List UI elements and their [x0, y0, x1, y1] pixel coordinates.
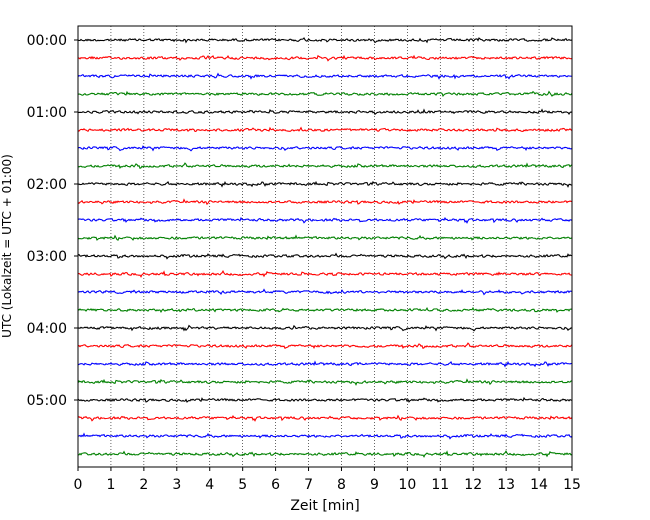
trace-line	[77, 37, 573, 44]
y-tick-label: 02:00	[27, 177, 67, 193]
trace-line	[77, 269, 573, 278]
trace-line	[77, 414, 573, 422]
x-tick-label: 0	[74, 477, 83, 493]
trace-line	[77, 145, 573, 152]
trace-line	[77, 216, 573, 224]
trace-line	[77, 252, 573, 260]
x-tick-label: 3	[172, 477, 181, 493]
x-tick-label: 15	[563, 477, 581, 493]
trace-line	[77, 360, 573, 368]
trace-line	[77, 180, 573, 188]
x-tick-label: 1	[106, 477, 115, 493]
x-tick-label: 2	[139, 477, 148, 493]
x-tick-label: 11	[431, 477, 449, 493]
y-tick-label: 04:00	[27, 321, 67, 337]
y-tick-label: 05:00	[27, 393, 67, 409]
trace-line	[77, 324, 573, 332]
trace-line	[77, 306, 573, 314]
trace-line	[77, 162, 573, 170]
x-tick-label: 9	[370, 477, 379, 493]
trace-line	[77, 72, 573, 80]
x-tick-label: 12	[464, 477, 482, 493]
trace-line	[77, 54, 573, 62]
trace-line	[77, 288, 573, 296]
y-axis-ticks: 00:00 01:00 02:00 03:00 04:00 05:00	[27, 33, 78, 409]
x-axis-label: Zeit [min]	[290, 498, 359, 514]
x-tick-label: 13	[497, 477, 515, 493]
trace-line	[77, 378, 573, 386]
x-tick-label: 6	[271, 477, 280, 493]
trace-line	[77, 126, 573, 133]
y-axis-label: UTC (Lokalzeit = UTC + 01:00)	[0, 154, 14, 338]
x-tick-label: 14	[530, 477, 548, 493]
x-tick-label: 10	[398, 477, 416, 493]
x-axis-ticks: 0 1 2 3 4 5 6 7 8 9 10 11 12 13 14 15	[74, 467, 581, 493]
trace-line	[77, 342, 573, 350]
trace-line	[77, 396, 573, 403]
seismogram-traces	[77, 37, 573, 458]
trace-line	[77, 234, 573, 241]
trace-line	[77, 449, 573, 458]
x-tick-label: 7	[304, 477, 313, 493]
plot-background	[78, 26, 572, 467]
x-tick-label: 5	[238, 477, 247, 493]
trace-line	[77, 90, 573, 98]
x-tick-label: 8	[337, 477, 346, 493]
trace-line	[77, 198, 573, 206]
x-tick-label: 4	[205, 477, 214, 493]
y-tick-label: 01:00	[27, 105, 67, 121]
y-tick-label: 03:00	[27, 249, 67, 265]
plot-frame	[77, 25, 573, 468]
trace-line	[77, 108, 573, 116]
y-tick-label: 00:00	[27, 33, 67, 49]
trace-line	[77, 432, 573, 440]
